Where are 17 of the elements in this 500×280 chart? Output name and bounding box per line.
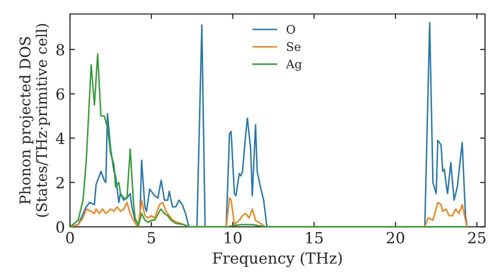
line-series (69, 53, 468, 228)
y-tick-label: 6 (56, 88, 64, 100)
legend-label: O (286, 24, 296, 34)
y-axis-title: Phonon projected DOS (States/THz·primitive cell) (19, 24, 50, 217)
x-tick-label: 0 (66, 232, 74, 244)
x-tick-label: 10 (224, 232, 242, 244)
y-tick-label: 2 (56, 176, 64, 188)
x-tick-label: 25 (468, 232, 486, 244)
y-tick-label: 4 (56, 132, 64, 144)
x-axis-title: Frequency (THz) (212, 252, 342, 268)
x-tick-label: 5 (148, 232, 156, 244)
legend-label: Se (286, 42, 300, 52)
legend-label: Ag (286, 60, 302, 71)
y-tick-label: 8 (56, 44, 64, 56)
x-tick-label: 20 (386, 232, 404, 244)
y-tick-label: 0 (56, 221, 64, 233)
x-tick-label: 15 (306, 232, 323, 244)
